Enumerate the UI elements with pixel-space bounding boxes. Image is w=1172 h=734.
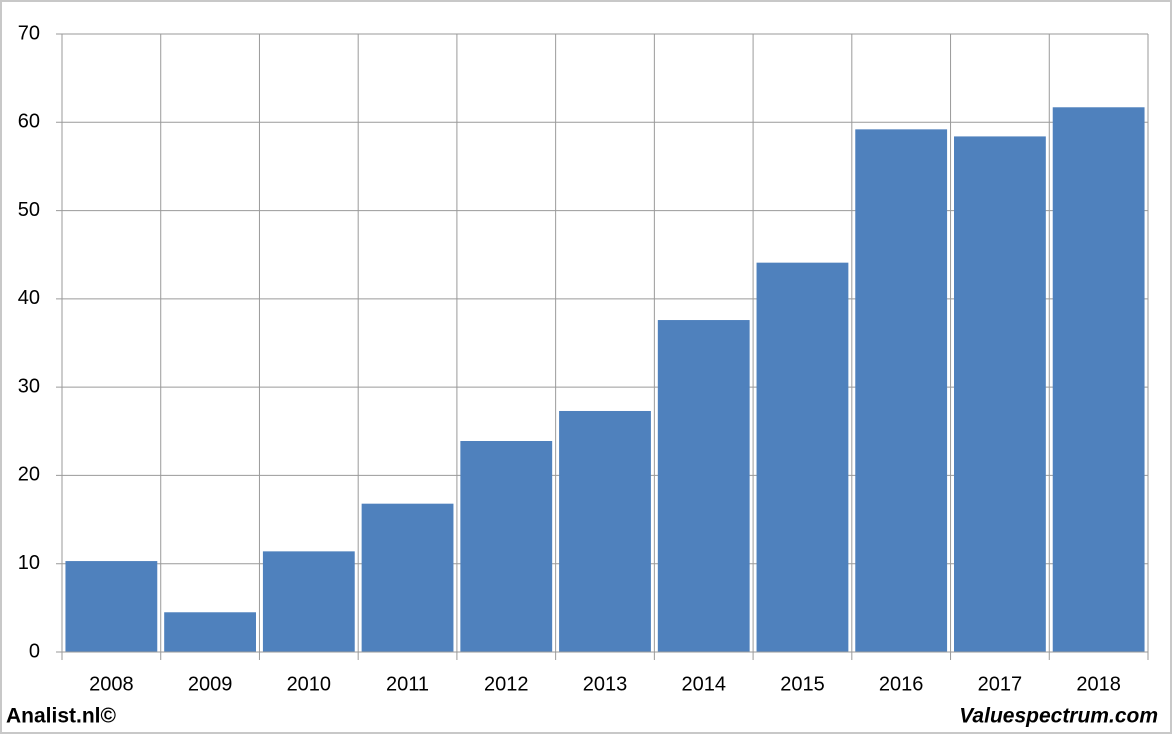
bar — [657, 320, 750, 652]
bar — [1052, 107, 1145, 652]
x-tick-label: 2010 — [287, 673, 332, 695]
bar — [954, 136, 1046, 652]
bar — [65, 561, 158, 652]
x-tick-label: 2015 — [780, 673, 825, 695]
x-tick-label: 2018 — [1076, 673, 1121, 695]
bar — [855, 129, 948, 652]
bar — [262, 551, 355, 652]
y-tick-label: 50 — [18, 199, 40, 221]
bar — [164, 612, 256, 652]
y-tick-label: 30 — [18, 375, 40, 397]
bar — [756, 262, 849, 652]
x-tick-label: 2016 — [879, 673, 924, 695]
footer-left: Analist.nl© — [6, 705, 117, 728]
x-tick-label: 2013 — [583, 673, 628, 695]
x-tick-label: 2009 — [188, 673, 233, 695]
bar — [559, 410, 651, 652]
x-tick-label: 2011 — [386, 673, 429, 695]
y-tick-label: 10 — [18, 552, 40, 574]
x-tick-label: 2014 — [681, 673, 726, 695]
y-tick-label: 20 — [18, 464, 40, 486]
y-tick-label: 0 — [29, 640, 40, 662]
y-tick-label: 40 — [18, 287, 40, 309]
bar — [361, 503, 454, 652]
footer-right: Valuespectrum.com — [959, 705, 1158, 728]
y-tick-label: 60 — [18, 111, 40, 133]
x-tick-label: 2017 — [978, 673, 1023, 695]
bar — [460, 440, 553, 652]
x-tick-label: 2012 — [484, 673, 529, 695]
x-tick-label: 2008 — [89, 673, 134, 695]
y-tick-label: 70 — [18, 22, 40, 44]
